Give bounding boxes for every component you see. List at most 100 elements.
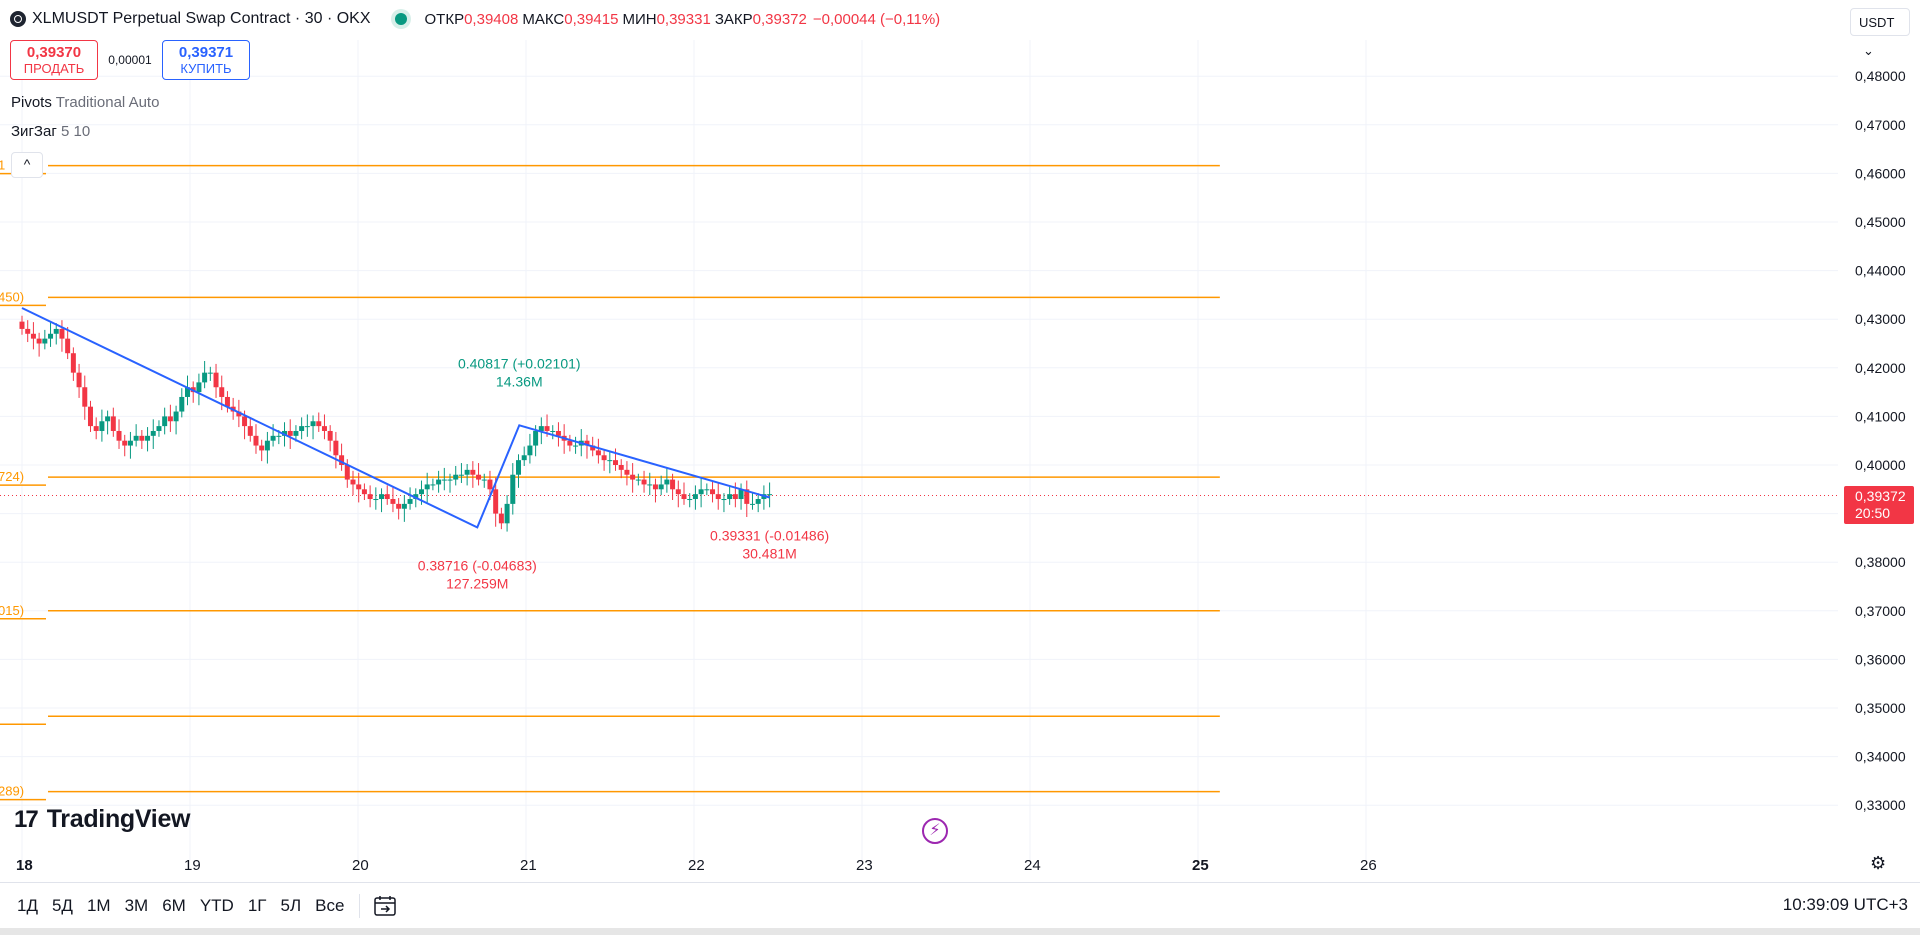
buy-button[interactable]: 0,39371 КУПИТЬ (162, 40, 250, 80)
candle-body (555, 430, 561, 436)
low-label: МИН (622, 10, 657, 28)
candle-body (127, 440, 133, 446)
candle-body (344, 465, 350, 480)
range-1m[interactable]: 1М (86, 896, 111, 915)
candle-body (635, 479, 641, 481)
range-all[interactable]: Все (315, 896, 345, 915)
candle-body (618, 465, 624, 470)
flash-glyph: ⚡ (929, 822, 941, 839)
bar-countdown: 20:50 (1855, 505, 1891, 521)
symbol-title[interactable]: XLMUSDT Perpetual Swap Contract · 30 · O… (32, 10, 371, 27)
candle-body (310, 421, 316, 427)
y-tick-label: 0,34000 (1855, 749, 1906, 765)
y-tick-label: 0,43000 (1855, 311, 1906, 327)
candle-body (430, 484, 436, 486)
candle-body (367, 494, 373, 500)
market-status-icon (394, 13, 407, 25)
sell-button[interactable]: 0,39370 ПРОДАТЬ (10, 40, 98, 80)
candle-body (321, 426, 327, 431)
candle-body (418, 489, 424, 495)
current-price-label: 0,39372 (1855, 488, 1906, 504)
x-tick-label: 21 (520, 857, 537, 874)
candle-body (42, 338, 48, 344)
candle-body (224, 396, 230, 407)
candle-body (116, 430, 122, 441)
zigzag-volume-label: 14.36M (496, 373, 543, 389)
y-tick-label: 0,33000 (1855, 797, 1906, 813)
candle-body (253, 435, 259, 446)
buy-price: 0,39371 (178, 44, 234, 61)
candle-body (145, 435, 151, 441)
y-tick-label: 0,46000 (1855, 165, 1906, 181)
candle-body (413, 494, 419, 500)
x-tick-label: 22 (688, 857, 705, 874)
pivot-label: 724) (0, 469, 24, 484)
x-tick-label: 24 (1024, 857, 1041, 874)
candle-body (179, 396, 185, 412)
candle-body (510, 474, 516, 504)
price-chart[interactable]: 1 450) 724) 015) 289) 0.38716 (-0.04683) 127.… (0, 0, 1920, 882)
indicator-zigzag[interactable]: ЗигЗаг 5 10 (11, 123, 90, 140)
x-tick-label: 26 (1360, 857, 1377, 874)
clock[interactable]: 10:39:09 UTC+3 (1782, 895, 1908, 914)
candle-body (721, 499, 727, 501)
candle-body (196, 382, 202, 393)
candle-body (299, 426, 305, 431)
candle-body (590, 445, 596, 451)
chevron-up-icon: ^ (23, 156, 31, 172)
x-tick-label: 19 (184, 857, 201, 874)
calendar-icon[interactable] (372, 894, 398, 918)
x-tick-label: 20 (352, 857, 369, 874)
range-6m[interactable]: 6М (162, 896, 186, 915)
range-5d[interactable]: 5Д (51, 896, 73, 915)
candle-body (715, 494, 721, 500)
candle-body (727, 494, 733, 500)
candle-body (407, 499, 413, 504)
pivot-label: 1 (0, 158, 5, 173)
candle-body (624, 469, 630, 475)
y-tick-label: 0,38000 (1855, 554, 1906, 570)
flash-icon[interactable]: ⚡ (922, 818, 948, 844)
candle-body (441, 479, 447, 481)
tradingview-logo[interactable]: 17 TradingView (14, 805, 191, 834)
candle-body (259, 445, 265, 451)
candle-body (550, 430, 556, 432)
candle-body (710, 489, 716, 495)
currency-select[interactable]: USDT ⌄ (1850, 8, 1910, 58)
gear-icon[interactable]: ⚙ (1870, 853, 1886, 874)
candle-body (48, 333, 54, 339)
candle-body (247, 426, 253, 436)
range-3m[interactable]: 3М (124, 896, 149, 915)
zigzag-indicator: 0.38716 (-0.04683) 127.259M 0.40817 (+0.02… (21, 307, 829, 591)
candle-body (436, 479, 442, 485)
zigzag-volume-label: 30.481M (742, 546, 796, 562)
open-label: ОТКР (424, 10, 465, 28)
chart-grid (0, 40, 1838, 860)
range-5y[interactable]: 5Л (280, 896, 302, 915)
candle-body (521, 455, 527, 461)
candle-body (704, 489, 710, 491)
collapse-legend-button[interactable]: ^ (11, 152, 43, 178)
y-tick-label: 0,40000 (1855, 457, 1906, 473)
candle-body (533, 430, 539, 446)
zigzag-params: 5 10 (60, 123, 91, 140)
okx-logo-icon (10, 11, 26, 27)
page-scrollbar[interactable] (0, 928, 1920, 935)
candle-body (573, 445, 579, 447)
buy-label: КУПИТЬ (180, 61, 232, 76)
indicator-pivots[interactable]: Pivots Traditional Auto (11, 94, 159, 111)
range-ytd[interactable]: YTD (199, 896, 234, 915)
candle-body (350, 479, 356, 485)
candle-body (538, 426, 544, 431)
candle-body (675, 489, 681, 495)
gear-glyph: ⚙ (1870, 853, 1887, 873)
time-axis: 18 19 20 21 22 23 24 25 26 (16, 857, 1377, 874)
pivot-label: 450) (0, 289, 24, 304)
y-tick-label: 0,42000 (1855, 360, 1906, 376)
candle-body (316, 421, 322, 427)
candle-body (670, 479, 676, 490)
candle-body (641, 479, 647, 485)
range-1d[interactable]: 1Д (17, 896, 38, 915)
range-1y[interactable]: 1Г (247, 896, 267, 915)
candle-body (276, 435, 282, 437)
